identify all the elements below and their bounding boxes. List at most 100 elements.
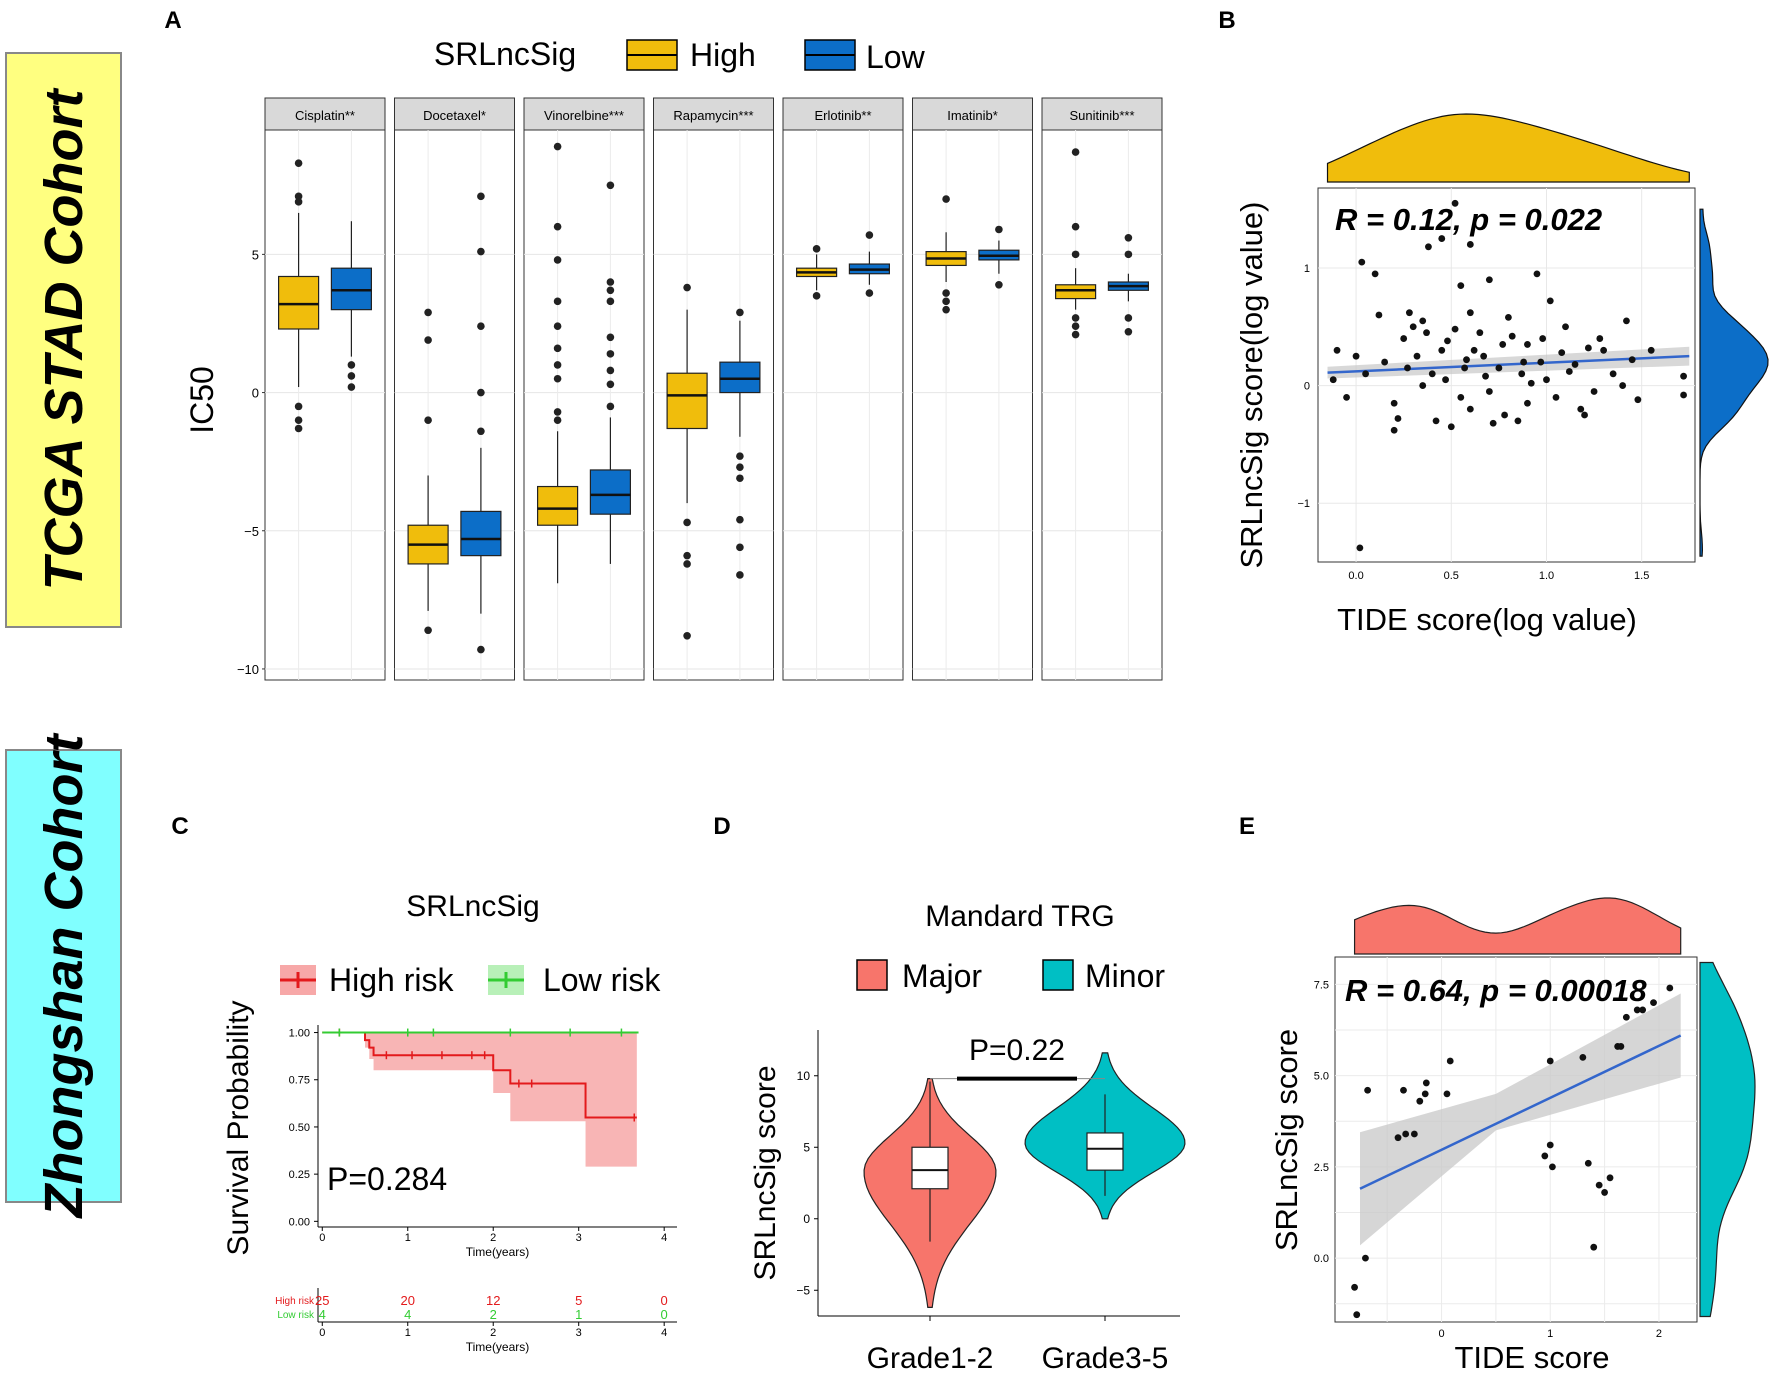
panel-e-trend-line xyxy=(1359,1034,1682,1190)
panel-a-facet-label: Docetaxel* xyxy=(423,108,486,123)
panel-a-facet-label: Vinorelbine*** xyxy=(544,108,624,123)
panel-e-point xyxy=(1590,1243,1598,1251)
panel-b-point xyxy=(1518,370,1526,378)
panel-b-point xyxy=(1501,411,1508,419)
panel-a-outlier-low xyxy=(606,181,615,190)
panel-a-y-tick-label: 5 xyxy=(252,247,259,262)
panel-e-y-tick-label: 0.0 xyxy=(1314,1253,1329,1265)
panel-b-point xyxy=(1461,364,1469,372)
panel-b-point xyxy=(1405,309,1413,317)
panel-b-point xyxy=(1425,243,1432,251)
panel-a-outlier-high xyxy=(1071,314,1080,322)
panel-a-outlier-high xyxy=(553,416,562,425)
panel-a-outlier-low xyxy=(736,474,744,483)
panel-a-box-high xyxy=(666,372,708,430)
panel-b-point xyxy=(1390,426,1398,434)
panel-a-facet-label: Imatinib* xyxy=(947,108,998,123)
panel-d-y-tick-label: 0 xyxy=(803,1212,810,1226)
panel-a-outlier-high xyxy=(942,305,950,314)
panel-d-x-tick-label: Grade1-2 xyxy=(867,1342,994,1375)
panel-e-point xyxy=(1541,1152,1549,1160)
panel-a-outlier-low xyxy=(736,543,744,552)
panel-a-outlier-high xyxy=(1071,222,1080,231)
panel-c-y-tick-label: 0.25 xyxy=(289,1169,310,1181)
panel-e-point xyxy=(1410,1130,1418,1138)
panel-a-outlier-low xyxy=(736,571,744,579)
panel-c-x-tick-label: 4 xyxy=(661,1232,667,1244)
panel-a-outlier-low xyxy=(477,427,485,436)
panel-e-top-density xyxy=(1353,897,1682,955)
panel-b-point xyxy=(1581,411,1588,419)
panel-a-outlier-low xyxy=(606,366,615,375)
panel-d-box-major xyxy=(911,1146,949,1190)
panel-c-risk-value: 25 xyxy=(315,1293,329,1308)
panel-b-point xyxy=(1565,368,1573,375)
panel-a-facet-panel xyxy=(264,129,386,681)
panel-a-facet-strip xyxy=(394,97,515,131)
panel-b-top-density xyxy=(1326,113,1690,183)
panel-c-x-axis-label: Time(years) xyxy=(466,1245,530,1259)
panel-b-point xyxy=(1457,393,1465,401)
panel-c-curve-high xyxy=(322,1031,637,1119)
panel-a-outlier-high xyxy=(553,344,562,353)
panel-b-point xyxy=(1442,376,1449,384)
panel-e-point xyxy=(1422,1079,1430,1087)
panel-c-risk-value: 12 xyxy=(486,1293,500,1308)
panel-e-y-axis-label: SRLncSig score xyxy=(1269,1029,1304,1251)
panel-b-point xyxy=(1562,323,1569,331)
panel-b-trend-ci xyxy=(1327,346,1690,379)
panel-a-legend-label-low: Low xyxy=(866,39,926,75)
panel-b-y-axis-label: SRLncSig score(log value) xyxy=(1234,201,1269,568)
panel-b-point xyxy=(1623,317,1630,325)
panel-e-point xyxy=(1400,1086,1407,1094)
panel-c-y-tick-label: 1.00 xyxy=(289,1028,310,1040)
panel-b-x-tick-label: 1.5 xyxy=(1634,570,1649,582)
panel-a-box-low xyxy=(460,510,502,557)
panel-a-box-low xyxy=(719,361,761,394)
panel-e-annotation: R = 0.64, p = 0.00018 xyxy=(1345,973,1647,1008)
panel-e-y-tick-label: 2.5 xyxy=(1314,1162,1329,1174)
panel-b-point xyxy=(1451,199,1459,207)
panel-e-point xyxy=(1416,1097,1424,1105)
panel-a-outlier-low xyxy=(606,297,615,306)
panel-d-y-tick-label: 5 xyxy=(803,1140,810,1154)
panel-b-point xyxy=(1485,388,1493,395)
panel-b-x-tick-label: 1.0 xyxy=(1539,570,1554,582)
panel-b-point xyxy=(1524,399,1531,407)
panel-a-outlier-high xyxy=(683,631,691,640)
panel-a-legend-title: SRLncSig xyxy=(434,36,576,72)
panel-b-point xyxy=(1358,258,1366,266)
panel-c-risk-value: 2 xyxy=(490,1307,497,1322)
panel-b-point xyxy=(1495,364,1503,372)
panel-a-facet-panel xyxy=(394,129,515,681)
panel-b-point xyxy=(1499,341,1507,348)
panel-c-risk-value: 0 xyxy=(661,1307,668,1322)
panel-a-outlier-high xyxy=(942,289,950,297)
panel-c-x-tick-label: 2 xyxy=(490,1232,496,1244)
panel-b-point xyxy=(1419,382,1427,389)
panel-b-point xyxy=(1634,396,1642,404)
panel-a-outlier-high xyxy=(553,361,562,369)
panel-b-point xyxy=(1584,344,1592,352)
panel-e-point xyxy=(1353,1311,1361,1319)
panel-a-outlier-low xyxy=(347,361,356,369)
panel-e-point xyxy=(1394,1134,1402,1142)
panel-d-y-axis-label: SRLncSig score xyxy=(749,1065,782,1280)
panel-e-x-tick-label: 1 xyxy=(1547,1328,1553,1340)
panel-c-risk-value: 4 xyxy=(319,1307,326,1322)
panel-a-outlier-low xyxy=(606,380,615,389)
panel-b-point xyxy=(1505,313,1512,321)
panel-e-point xyxy=(1446,1057,1454,1065)
panel-e-point xyxy=(1622,1013,1630,1021)
panel-a-outlier-high xyxy=(553,297,562,306)
panel-d-box-minor xyxy=(1086,1132,1124,1171)
panel-b-point xyxy=(1457,282,1465,290)
panel-e-point xyxy=(1421,1090,1429,1098)
panel-a-outlier-high xyxy=(1071,250,1080,259)
panel-b-y-tick-label: 0 xyxy=(1304,381,1310,393)
panel-b-point xyxy=(1394,415,1402,422)
panel-e-point xyxy=(1606,1174,1614,1182)
panel-a-outlier-high xyxy=(942,195,950,203)
panel-label-d: D xyxy=(713,813,730,840)
